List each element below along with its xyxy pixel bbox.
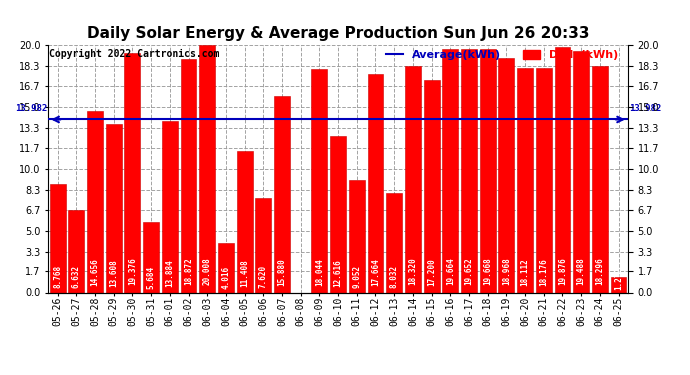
Text: 18.296: 18.296	[595, 258, 604, 285]
Bar	[442, 49, 458, 292]
Bar	[386, 193, 402, 292]
Text: 20.008: 20.008	[203, 257, 212, 285]
Bar	[311, 69, 327, 292]
Text: 18.872: 18.872	[184, 258, 193, 285]
Bar	[181, 59, 197, 292]
Text: 8.032: 8.032	[390, 265, 399, 288]
Text: 15.880: 15.880	[277, 258, 286, 286]
Text: 18.044: 18.044	[315, 258, 324, 285]
Text: 12.616: 12.616	[333, 259, 343, 287]
Text: 18.320: 18.320	[408, 258, 417, 285]
Text: 9.052: 9.052	[353, 265, 362, 288]
Text: 19.652: 19.652	[464, 257, 473, 285]
Bar	[68, 210, 84, 292]
Bar	[349, 180, 365, 292]
Bar	[124, 53, 140, 292]
Bar	[536, 68, 552, 292]
Text: 13.982: 13.982	[629, 104, 661, 113]
Bar	[498, 58, 514, 292]
Text: 17.200: 17.200	[427, 258, 436, 286]
Bar	[368, 74, 384, 292]
Bar	[592, 66, 608, 292]
Text: 6.632: 6.632	[72, 265, 81, 288]
Text: 1.272: 1.272	[614, 267, 623, 290]
Bar	[106, 124, 121, 292]
Bar	[330, 136, 346, 292]
Text: Copyright 2022 Cartronics.com: Copyright 2022 Cartronics.com	[50, 49, 220, 59]
Bar	[162, 121, 178, 292]
Text: 4.016: 4.016	[221, 266, 230, 289]
Text: 8.768: 8.768	[53, 265, 62, 288]
Text: 7.620: 7.620	[259, 265, 268, 288]
Text: 13.982: 13.982	[15, 104, 48, 113]
Bar	[405, 66, 421, 292]
Text: 11.408: 11.408	[240, 260, 249, 287]
Text: 18.968: 18.968	[502, 258, 511, 285]
Bar	[255, 198, 271, 292]
Bar	[517, 68, 533, 292]
Bar	[237, 152, 253, 292]
Bar	[50, 184, 66, 292]
Bar	[461, 49, 477, 292]
Text: 13.608: 13.608	[109, 259, 118, 286]
Title: Daily Solar Energy & Average Production Sun Jun 26 20:33: Daily Solar Energy & Average Production …	[87, 26, 589, 41]
Text: 13.884: 13.884	[166, 259, 175, 286]
Bar	[199, 45, 215, 292]
Text: 18.176: 18.176	[540, 258, 549, 285]
Text: 14.656: 14.656	[90, 259, 99, 286]
Bar	[274, 96, 290, 292]
Bar	[424, 80, 440, 292]
Text: 19.668: 19.668	[483, 257, 492, 285]
Bar	[611, 277, 627, 292]
Bar	[87, 111, 103, 292]
Text: 19.664: 19.664	[446, 257, 455, 285]
Text: 5.684: 5.684	[147, 266, 156, 289]
Bar	[573, 51, 589, 292]
Bar	[218, 243, 234, 292]
Bar	[555, 46, 571, 292]
Text: 19.876: 19.876	[558, 257, 567, 285]
Text: 19.488: 19.488	[577, 258, 586, 285]
Text: 17.664: 17.664	[371, 258, 380, 286]
Text: 19.376: 19.376	[128, 258, 137, 285]
Bar	[480, 49, 495, 292]
Legend: Average(kWh), Daily(kWh): Average(kWh), Daily(kWh)	[382, 46, 622, 64]
Bar	[144, 222, 159, 292]
Text: 18.112: 18.112	[520, 258, 529, 285]
